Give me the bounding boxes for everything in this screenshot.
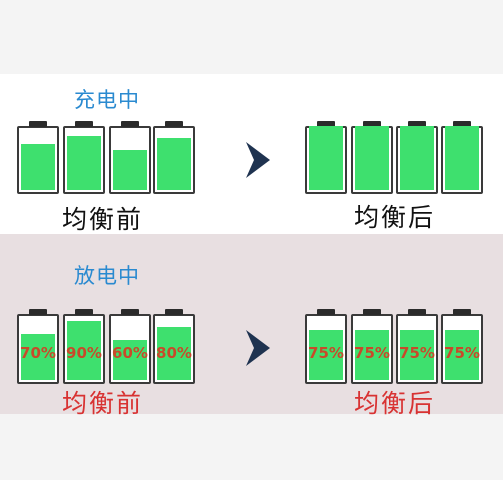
battery-charge-level bbox=[21, 334, 55, 380]
battery-terminal bbox=[165, 309, 183, 315]
battery-terminal bbox=[75, 309, 93, 315]
battery-charge-level bbox=[67, 321, 101, 380]
battery bbox=[396, 121, 438, 194]
battery bbox=[17, 121, 59, 194]
battery-percent-label: 80% bbox=[156, 344, 192, 362]
battery-charge-level bbox=[400, 126, 434, 190]
battery: 90% bbox=[63, 309, 105, 384]
battery bbox=[305, 121, 347, 194]
battery-charge-level bbox=[355, 330, 389, 380]
battery: 75% bbox=[351, 309, 393, 384]
battery-terminal bbox=[363, 309, 381, 315]
right-arrow-icon bbox=[246, 330, 270, 366]
battery-charge-level bbox=[445, 330, 479, 380]
battery: 70% bbox=[17, 309, 59, 384]
battery-terminal bbox=[453, 309, 471, 315]
battery bbox=[63, 121, 105, 194]
battery-percent-label: 90% bbox=[66, 344, 102, 362]
battery-terminal bbox=[317, 121, 335, 127]
discharging-after-caption: 均衡后 bbox=[354, 389, 436, 418]
battery-terminal bbox=[165, 121, 183, 127]
discharging-panel: 放电中 70% 90% 60% 80% 75% 75% 75% 75% 均衡前 均衡后 bbox=[0, 234, 503, 418]
battery-charge-level bbox=[157, 138, 191, 190]
battery-charge-level bbox=[113, 150, 147, 190]
battery-charge-level bbox=[67, 136, 101, 190]
battery: 75% bbox=[441, 309, 483, 384]
battery-charge-level bbox=[400, 330, 434, 380]
battery-percent-label: 70% bbox=[20, 344, 56, 362]
charging-after-caption: 均衡后 bbox=[354, 203, 436, 232]
battery bbox=[441, 121, 483, 194]
battery-terminal bbox=[75, 121, 93, 127]
battery-terminal bbox=[29, 121, 47, 127]
battery-terminal bbox=[363, 121, 381, 127]
battery-terminal bbox=[121, 309, 139, 315]
battery-charge-level bbox=[309, 330, 343, 380]
battery-charge-level bbox=[157, 327, 191, 380]
battery-percent-label: 60% bbox=[112, 344, 148, 362]
battery: 60% bbox=[109, 309, 151, 384]
battery-terminal bbox=[453, 121, 471, 127]
battery-terminal bbox=[29, 309, 47, 315]
battery: 75% bbox=[305, 309, 347, 384]
battery-charge-level bbox=[309, 126, 343, 190]
battery-percent-label: 75% bbox=[308, 344, 344, 362]
charging-title: 充电中 bbox=[74, 88, 140, 112]
battery-charge-level bbox=[355, 126, 389, 190]
battery-charge-level bbox=[113, 340, 147, 380]
battery bbox=[109, 121, 151, 194]
battery-terminal bbox=[121, 121, 139, 127]
battery-terminal bbox=[408, 309, 426, 315]
battery bbox=[153, 121, 195, 194]
discharging-before-caption: 均衡前 bbox=[62, 389, 144, 418]
battery-percent-label: 75% bbox=[399, 344, 435, 362]
discharging-title: 放电中 bbox=[74, 264, 140, 288]
battery bbox=[351, 121, 393, 194]
battery: 80% bbox=[153, 309, 195, 384]
charging-panel: 充电中 均衡前 均衡后 bbox=[0, 74, 503, 234]
battery-charge-level bbox=[21, 144, 55, 190]
battery-terminal bbox=[408, 121, 426, 127]
battery-terminal bbox=[317, 309, 335, 315]
right-arrow-icon bbox=[246, 142, 270, 178]
battery-charge-level bbox=[445, 126, 479, 190]
battery-percent-label: 75% bbox=[444, 344, 480, 362]
battery: 75% bbox=[396, 309, 438, 384]
battery-percent-label: 75% bbox=[354, 344, 390, 362]
charging-before-caption: 均衡前 bbox=[62, 205, 144, 234]
